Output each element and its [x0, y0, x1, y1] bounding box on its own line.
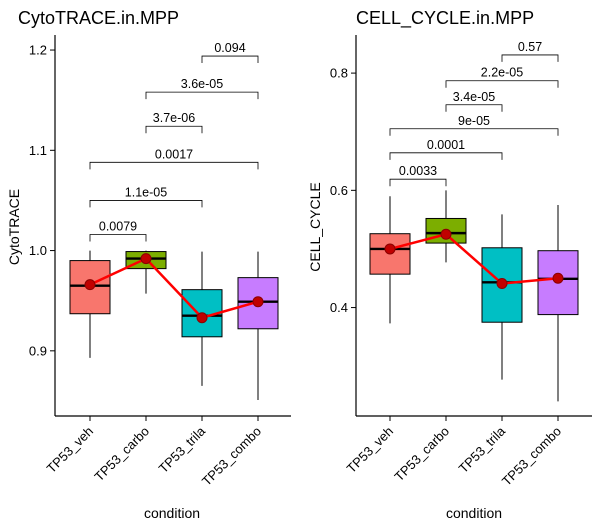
panel-title: CELL_CYCLE.in.MPP: [356, 8, 534, 29]
comparison-bracket: [145, 91, 259, 100]
comparison-bracket: [89, 200, 203, 208]
p-value-label: 9e-05: [458, 114, 490, 128]
p-value-label: 3.7e-06: [153, 111, 195, 125]
p-value-label: 0.0017: [155, 147, 193, 161]
mean-point: [552, 272, 564, 284]
p-value-label: 0.0001: [427, 138, 465, 152]
mean-point: [440, 228, 452, 240]
x-tick-label: TP53_carbo: [391, 424, 452, 485]
comparison-bracket: [445, 104, 503, 112]
comparison-bracket: [501, 54, 559, 62]
p-value-label: 0.094: [214, 41, 245, 55]
p-value-label: 3.4e-05: [453, 90, 495, 104]
y-tick-label: 1.1: [29, 143, 47, 158]
mean-trend-line: [89, 257, 259, 320]
x-tick-label: TP53_combo: [499, 424, 564, 489]
mean-point: [252, 296, 264, 308]
p-value-label: 0.57: [518, 40, 542, 54]
y-axis-label: CELL_CYCLE: [307, 182, 323, 272]
mean-point: [140, 253, 152, 265]
p-value-label: 2.2e-05: [481, 66, 523, 80]
comparison-bracket: [201, 55, 259, 64]
y-tick-label: 0.6: [330, 183, 348, 198]
panel-title: CytoTRACE.in.MPP: [18, 8, 179, 28]
y-tick-label: 1.2: [29, 43, 47, 58]
x-tick-label: TP53_carbo: [91, 424, 152, 485]
y-axis-label: CytoTRACE: [6, 189, 22, 265]
panel-cell-cycle: CELL_CYCLE.in.MPP CELL_CYCLE condition 0…: [307, 8, 592, 521]
x-axis-label: condition: [446, 505, 502, 521]
p-value-label: 1.1e-05: [125, 185, 167, 199]
comparison-bracket: [389, 152, 503, 160]
x-tick-label: TP53_trila: [456, 423, 509, 476]
y-tick-label: 0.4: [330, 300, 348, 315]
mean-point: [496, 278, 508, 290]
y-tick-label: 1.0: [29, 243, 47, 258]
mean-point: [384, 243, 396, 255]
comparison-bracket: [89, 161, 259, 170]
comparison-bracket: [445, 80, 559, 88]
panel-cytotrace: CytoTRACE.in.MPP CytoTRACE condition 0.9…: [6, 8, 291, 521]
p-value-label: 0.0033: [399, 164, 437, 178]
comparison-bracket: [145, 125, 203, 134]
x-tick-label: TP53_veh: [44, 424, 97, 477]
x-tick-label: TP53_trila: [156, 423, 209, 476]
x-axis-label: condition: [144, 505, 200, 521]
comparison-bracket: [389, 128, 559, 136]
comparison-bracket: [389, 178, 447, 187]
p-value-label: 3.6e-05: [181, 77, 223, 91]
mean-trend-line: [389, 232, 559, 285]
mean-point: [84, 279, 96, 291]
p-value-label: 0.0079: [99, 220, 137, 234]
x-tick-label: TP53_combo: [199, 424, 264, 489]
mean-point: [196, 312, 208, 324]
x-tick-label: TP53_veh: [344, 424, 397, 477]
comparison-bracket: [89, 234, 147, 242]
y-tick-label: 0.9: [29, 343, 47, 358]
y-tick-label: 0.8: [330, 66, 348, 81]
